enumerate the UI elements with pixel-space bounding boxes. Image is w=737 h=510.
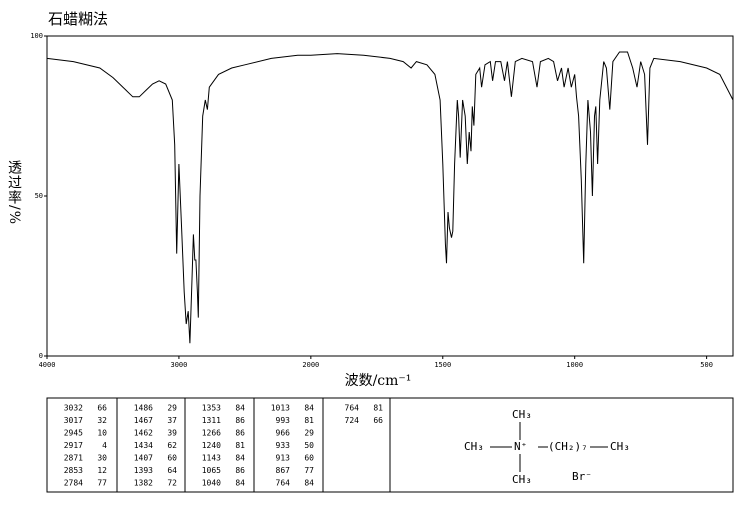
x-tick-label: 1500 [434,361,451,369]
peak-wavenumber: 3032 [64,404,83,413]
peak-transmittance: 64 [167,466,177,475]
peak-wavenumber: 2945 [64,429,83,438]
peak-wavenumber: 1462 [134,429,153,438]
peak-transmittance: 84 [304,404,314,413]
peak-wavenumber: 913 [276,454,291,463]
peak-wavenumber: 1393 [134,466,153,475]
peak-transmittance: 84 [235,479,245,488]
peak-transmittance: 81 [373,404,383,413]
peak-transmittance: 50 [304,441,314,450]
x-tick-label: 3000 [170,361,187,369]
y-tick-label: 100 [30,32,43,40]
peak-transmittance: 32 [97,416,107,425]
peak-transmittance: 86 [235,416,245,425]
peak-wavenumber: 1065 [202,466,221,475]
peak-transmittance: 4 [102,441,107,450]
x-tick-label: 2000 [302,361,319,369]
peak-wavenumber: 1486 [134,404,153,413]
peak-transmittance: 62 [167,441,177,450]
peak-transmittance: 30 [97,454,107,463]
peak-wavenumber: 2784 [64,479,83,488]
y-tick-label: 0 [39,352,43,360]
y-axis-label: 透过率/% [6,160,22,226]
peak-transmittance: 84 [235,404,245,413]
peak-transmittance: 77 [304,466,314,475]
methyl-top: CH₃ [512,408,532,421]
chain: (CH₂)₇ [548,440,588,453]
peak-wavenumber: 867 [276,466,291,475]
peak-wavenumber: 1311 [202,416,221,425]
peak-transmittance: 86 [235,429,245,438]
peak-wavenumber: 1040 [202,479,221,488]
peak-wavenumber: 1266 [202,429,221,438]
peak-wavenumber: 993 [276,416,291,425]
peak-transmittance: 72 [167,479,177,488]
peak-transmittance: 81 [304,416,314,425]
x-axis-label: 波数/cm⁻¹ [345,373,412,389]
peak-transmittance: 60 [167,454,177,463]
bonds [490,422,608,472]
peak-wavenumber: 1013 [271,404,290,413]
peak-transmittance: 37 [167,416,177,425]
peak-wavenumber: 764 [276,479,291,488]
peak-transmittance: 10 [97,429,107,438]
methyl-left: CH₃ [464,440,484,453]
peak-wavenumber: 1353 [202,404,221,413]
y-tick-label: 50 [35,192,43,200]
peak-transmittance: 60 [304,454,314,463]
peak-wavenumber: 724 [345,416,360,425]
peak-transmittance: 39 [167,429,177,438]
peak-wavenumber: 764 [345,404,360,413]
peak-transmittance: 84 [235,454,245,463]
peak-wavenumber: 1407 [134,454,153,463]
peak-wavenumber: 2853 [64,466,83,475]
peak-wavenumber: 1434 [134,441,153,450]
chart-title: 石蜡糊法 [48,10,108,28]
nitrogen: N⁺ [514,440,527,453]
plot-frame [46,35,734,357]
peak-wavenumber: 1143 [202,454,221,463]
peak-transmittance: 66 [97,404,107,413]
peak-transmittance: 66 [373,416,383,425]
peak-wavenumber: 933 [276,441,291,450]
peak-wavenumber: 1382 [134,479,153,488]
methyl-right: CH₃ [610,440,630,453]
peak-transmittance: 29 [304,429,314,438]
methyl-bottom: CH₃ [512,473,532,486]
peak-wavenumber: 3017 [64,416,83,425]
peak-transmittance: 29 [167,404,177,413]
peak-transmittance: 84 [304,479,314,488]
peak-transmittance: 12 [97,466,107,475]
spectrum-line [46,51,734,344]
table-dividers [116,398,391,492]
x-tick-label: 500 [700,361,713,369]
peak-wavenumber: 1240 [202,441,221,450]
peak-wavenumber: 966 [276,429,291,438]
x-tick-label: 4000 [39,361,56,369]
peak-transmittance: 77 [97,479,107,488]
peak-wavenumber: 2917 [64,441,83,450]
bromide: Br⁻ [572,470,592,483]
x-tick-label: 1000 [566,361,583,369]
peak-transmittance: 86 [235,466,245,475]
peak-wavenumber: 1467 [134,416,153,425]
peak-transmittance: 81 [235,441,245,450]
peak-wavenumber: 2871 [64,454,83,463]
